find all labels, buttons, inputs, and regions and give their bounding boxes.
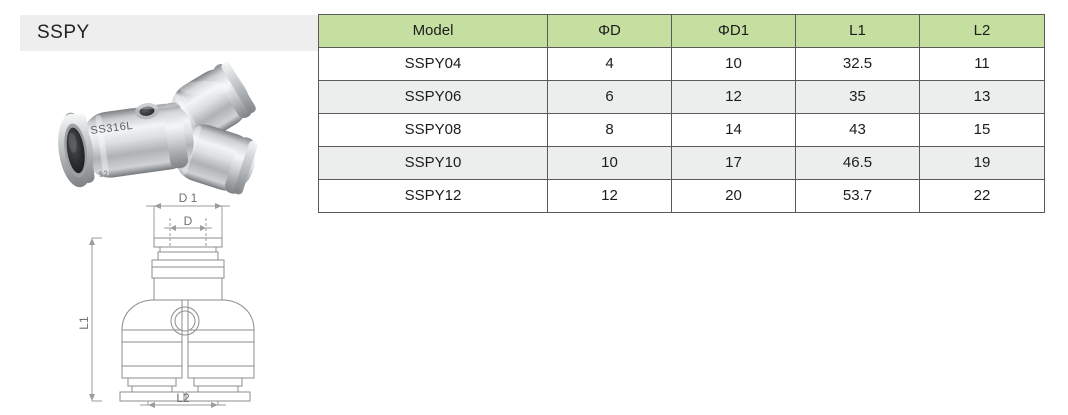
cell-model: SSPY12 [318,179,548,213]
table-row: SSPY12 12 20 53.7 22 [318,179,1045,213]
cell-d: 4 [547,47,672,81]
cell-model: SSPY10 [318,146,548,180]
drawing-left-leg [119,341,185,402]
cell-l2: 11 [919,47,1045,81]
cell-model: SSPY04 [318,47,548,81]
cell-l1: 32.5 [795,47,920,81]
cell-d1: 14 [671,113,796,147]
svg-text:12: 12 [98,169,109,179]
cell-d1: 17 [671,146,796,180]
column-header-d1: ΦD1 [671,14,796,48]
title-band: SSPY [20,15,318,51]
page-title: SSPY [37,22,90,43]
dimension-label-l2: L2 [176,391,190,405]
table-header-row: Model ΦD ΦD1 L1 L2 [318,14,1045,48]
cell-d: 10 [547,146,672,180]
cell-d: 12 [547,179,672,213]
spec-table-container: Model ΦD ΦD1 L1 L2 SSPY04 4 10 32.5 11 S… [318,14,1045,213]
table-row: SSPY04 4 10 32.5 11 [318,47,1045,81]
column-header-l2: L2 [919,14,1045,48]
table-row: SSPY06 6 12 35 13 [318,80,1045,114]
cell-model: SSPY08 [318,113,548,147]
product-photo: SS316L 12 [55,48,270,198]
cell-l1: 43 [795,113,920,147]
drawing-y-body [121,299,255,343]
left-panel: SSPY [0,0,318,410]
dimension-l1 [89,237,102,402]
drawing-top-stem [151,237,225,301]
cell-l1: 46.5 [795,146,920,180]
spec-table: Model ΦD ΦD1 L1 L2 SSPY04 4 10 32.5 11 S… [318,14,1045,213]
dimension-d1 [146,203,230,238]
drawing-right-leg [185,341,255,402]
cell-d1: 20 [671,179,796,213]
dimension-label-d: D [184,214,193,228]
technical-drawing: D 1 D [77,188,268,410]
cell-l2: 13 [919,80,1045,114]
dimension-label-l1: L1 [78,316,91,330]
cell-d1: 10 [671,47,796,81]
cell-l1: 53.7 [795,179,920,213]
cell-d: 6 [547,80,672,114]
column-header-d: ΦD [547,14,672,48]
product-engraving-text: SS316L [90,120,134,137]
column-header-model: Model [318,14,548,48]
dimension-d [164,218,212,246]
dimension-label-d1: D 1 [179,191,198,205]
cell-d: 8 [547,113,672,147]
cell-d1: 12 [671,80,796,114]
dimension-l2 [140,401,226,408]
cell-l2: 19 [919,146,1045,180]
cell-l2: 22 [919,179,1045,213]
table-row: SSPY10 10 17 46.5 19 [318,146,1045,180]
table-row: SSPY08 8 14 43 15 [318,113,1045,147]
cell-l2: 15 [919,113,1045,147]
column-header-l1: L1 [795,14,920,48]
cell-model: SSPY06 [318,80,548,114]
cell-l1: 35 [795,80,920,114]
